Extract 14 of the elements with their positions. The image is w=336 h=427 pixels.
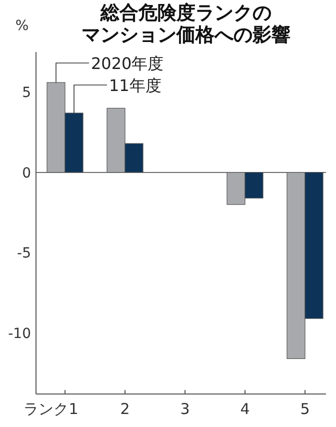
- x-tick-label: 3: [180, 400, 190, 418]
- x-tick-label: 4: [240, 400, 250, 418]
- x-tick-label: 5: [300, 400, 310, 418]
- y-tick-label: -10: [8, 326, 31, 342]
- chart-title: 総合危険度ランクの: [100, 2, 272, 24]
- x-tick-label: 2: [120, 400, 130, 418]
- y-tick-label: 0: [22, 165, 31, 182]
- chart-subtitle: マンション価格への影響: [82, 24, 290, 46]
- y-tick-label: 5: [22, 85, 31, 102]
- x-tick-label: ランク1: [24, 400, 78, 418]
- y-tick-label: -5: [17, 246, 31, 262]
- series-label: 2020年度: [91, 54, 164, 73]
- y-axis-title: %: [15, 18, 29, 34]
- series-label: 11年度: [109, 76, 162, 95]
